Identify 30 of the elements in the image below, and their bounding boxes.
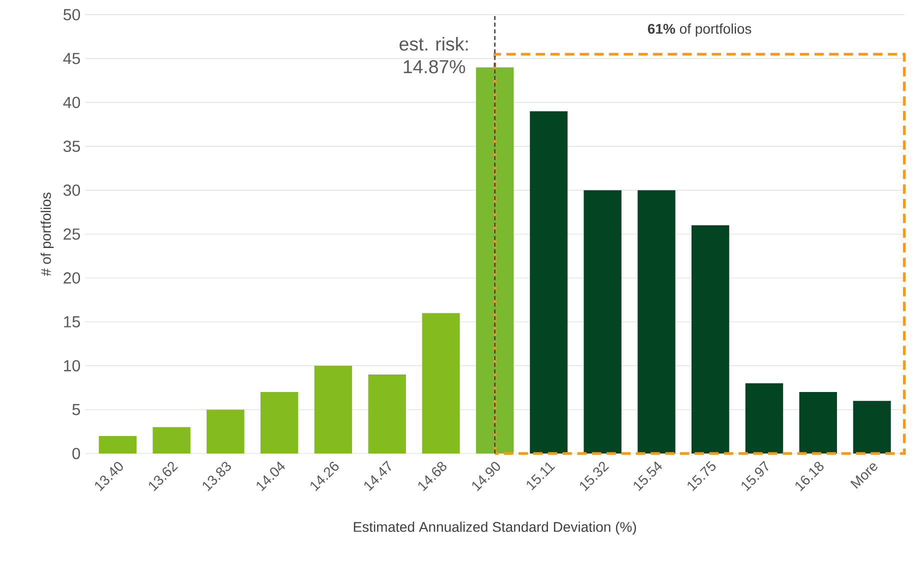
bar	[260, 392, 298, 454]
y-tick-label: 40	[63, 97, 80, 108]
y-tick-label: 35	[63, 140, 80, 152]
bar	[638, 190, 676, 454]
y-tick-label: 5	[72, 404, 80, 416]
y-tick-label: 30	[63, 184, 80, 196]
bar	[853, 401, 891, 454]
y-axis-title: # of portfolios	[40, 192, 54, 276]
y-tick-label: 45	[63, 53, 80, 64]
y-tick-label: 25	[64, 228, 80, 240]
bar	[476, 68, 514, 454]
bar	[98, 436, 137, 454]
bar	[422, 313, 460, 454]
bar	[368, 374, 406, 454]
y-tick-label: 0	[72, 448, 80, 460]
y-tick-label: 15	[64, 316, 80, 328]
bar	[314, 366, 352, 454]
y-tick-label: 10	[64, 360, 80, 372]
bar	[745, 384, 784, 454]
annotation: 61% of portfolios	[648, 24, 752, 37]
ref-line-label: est. risk: 14.87%	[400, 37, 468, 74]
bar	[584, 190, 622, 454]
x-axis-title: Estimated Annualized Standard Deviation (%)	[354, 522, 636, 535]
bar	[152, 427, 190, 454]
bar	[799, 392, 837, 454]
y-tick-label: 20	[64, 272, 80, 284]
bar	[692, 226, 730, 454]
y-tick-label: 50	[64, 9, 80, 21]
bar	[206, 410, 244, 454]
bar	[530, 111, 568, 454]
